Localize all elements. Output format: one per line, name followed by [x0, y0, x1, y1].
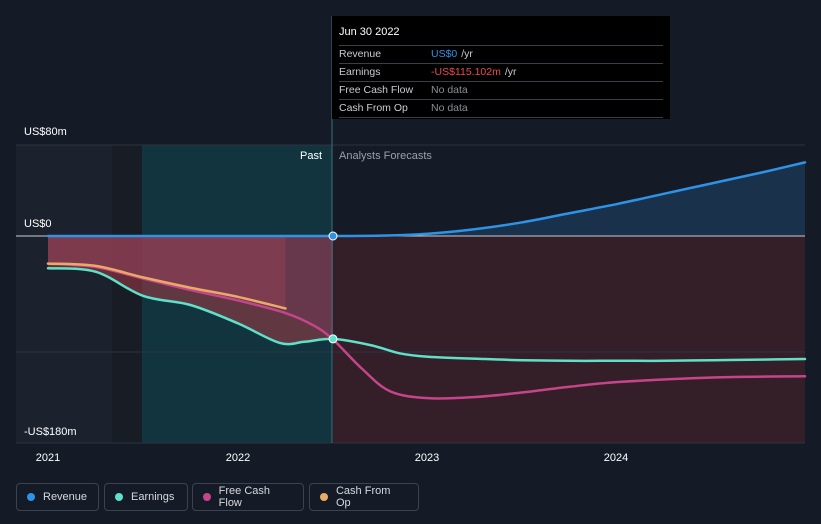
x-tick-2022: 2022 — [225, 452, 251, 464]
legend-dot-icon — [203, 493, 211, 501]
tooltip-row-earnings: Earnings -US$115.102m /yr — [339, 63, 663, 81]
legend-dot-icon — [115, 493, 123, 501]
forecast-label: Analysts Forecasts — [339, 150, 432, 162]
free-cash-flow-line — [46, 262, 807, 400]
y-label-bottom: -US$180m — [24, 426, 77, 438]
tooltip-date: Jun 30 2022 — [339, 26, 400, 38]
tooltip-value: No data — [431, 102, 468, 114]
tooltip-label: Cash From Op — [339, 102, 408, 114]
tooltip-row-free-cash-flow: Free Cash Flow No data — [339, 81, 663, 99]
tooltip-label: Earnings — [339, 66, 381, 78]
tooltip-unit: /yr — [504, 66, 517, 78]
legend-label: Earnings — [131, 491, 175, 503]
legend-revenue[interactable]: Revenue — [16, 483, 99, 511]
x-tick-2021: 2021 — [35, 452, 61, 464]
tooltip-row-cash-from-op: Cash From Op No data — [339, 99, 663, 118]
y-label-top: US$80m — [24, 126, 67, 138]
legend-label: Revenue — [43, 491, 88, 503]
legend-label: Free Cash Flow — [218, 485, 271, 509]
tooltip-value: US$0 — [431, 48, 458, 60]
tooltip-value: -US$115.102m — [431, 66, 501, 78]
tooltip-value: No data — [431, 84, 468, 96]
revenue-highlight-point — [328, 231, 338, 241]
x-tick-2024: 2024 — [603, 452, 629, 464]
earnings-line — [46, 266, 807, 363]
legend-earnings[interactable]: Earnings — [104, 483, 188, 511]
tooltip-row-revenue: Revenue US$0 /yr — [339, 45, 663, 63]
earnings-highlight-point — [328, 334, 338, 344]
legend-free-cash-flow[interactable]: Free Cash Flow — [192, 483, 304, 511]
revenue-area — [48, 162, 805, 237]
cash-from-op-line — [46, 262, 287, 310]
revenue-line — [46, 161, 807, 238]
legend-dot-icon — [27, 493, 35, 501]
tooltip-unit: /yr — [461, 48, 473, 60]
tooltip-label: Revenue — [339, 48, 382, 60]
legend-dot-icon — [320, 493, 328, 501]
y-label-zero: US$0 — [24, 218, 52, 230]
legend-label: Cash From Op — [335, 485, 391, 509]
tooltip-label: Free Cash Flow — [339, 84, 414, 96]
legend-cash-from-op[interactable]: Cash From Op — [309, 483, 419, 511]
past-label: Past — [300, 150, 323, 162]
x-tick-2023: 2023 — [414, 452, 440, 464]
tooltip: Jun 30 2022 Revenue US$0 /yr Earnings -U… — [332, 16, 670, 119]
forecast-negative-area — [333, 236, 805, 443]
